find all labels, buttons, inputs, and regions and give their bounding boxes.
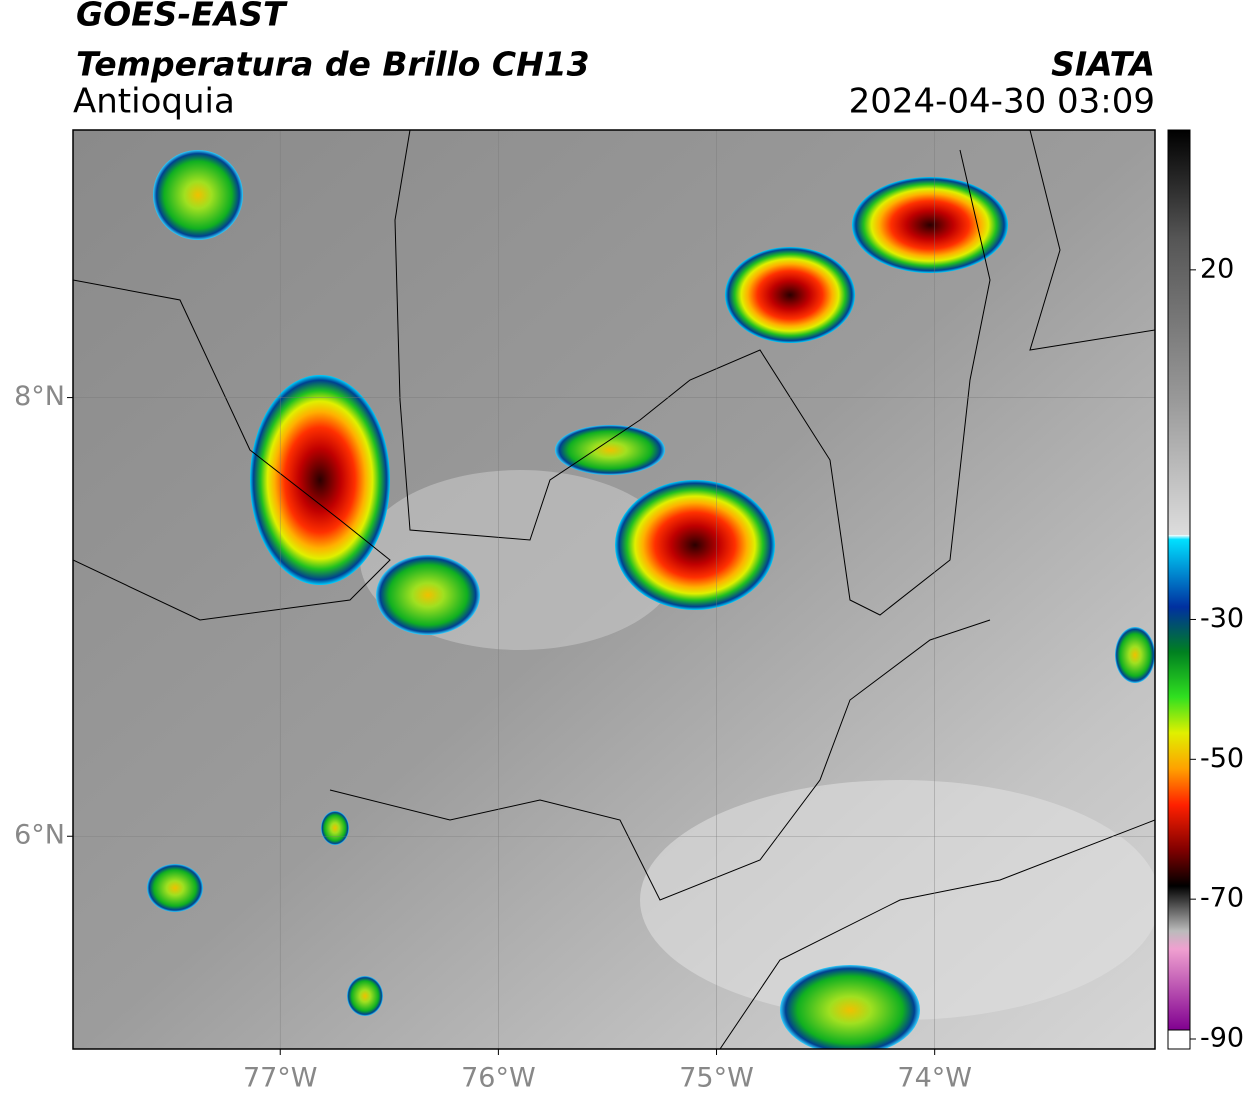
colorbar-tick-label: -90: [1200, 1023, 1244, 1054]
x-tick-label: 76°W: [461, 1063, 536, 1094]
x-tick-label: 74°W: [897, 1063, 972, 1094]
colorbar-tick-label: -50: [1200, 743, 1244, 774]
colorbar-tick-label: -70: [1200, 883, 1244, 914]
x-tick-label: 77°W: [243, 1063, 318, 1094]
source: SIATA: [1051, 45, 1155, 84]
colorbar-tick-label: -30: [1200, 603, 1244, 634]
satellite-image: [73, 130, 1155, 1049]
region: Antioquia: [73, 82, 235, 122]
x-tick-label: 75°W: [679, 1063, 754, 1094]
colorbar-tick-label: 20: [1200, 253, 1234, 284]
colorbar-frame: [1167, 129, 1191, 1050]
y-tick-label: 6°N: [14, 820, 65, 851]
colorbar-under: [1167, 1029, 1191, 1050]
product: Temperatura de Brillo CH13: [76, 45, 590, 84]
y-tick-label: 8°N: [14, 381, 65, 412]
colorbar: [1168, 130, 1190, 1030]
datetime: 2024-04-30 03:09: [849, 82, 1155, 122]
satellite: GOES-EAST: [76, 0, 288, 34]
map-frame: [72, 129, 1156, 1050]
